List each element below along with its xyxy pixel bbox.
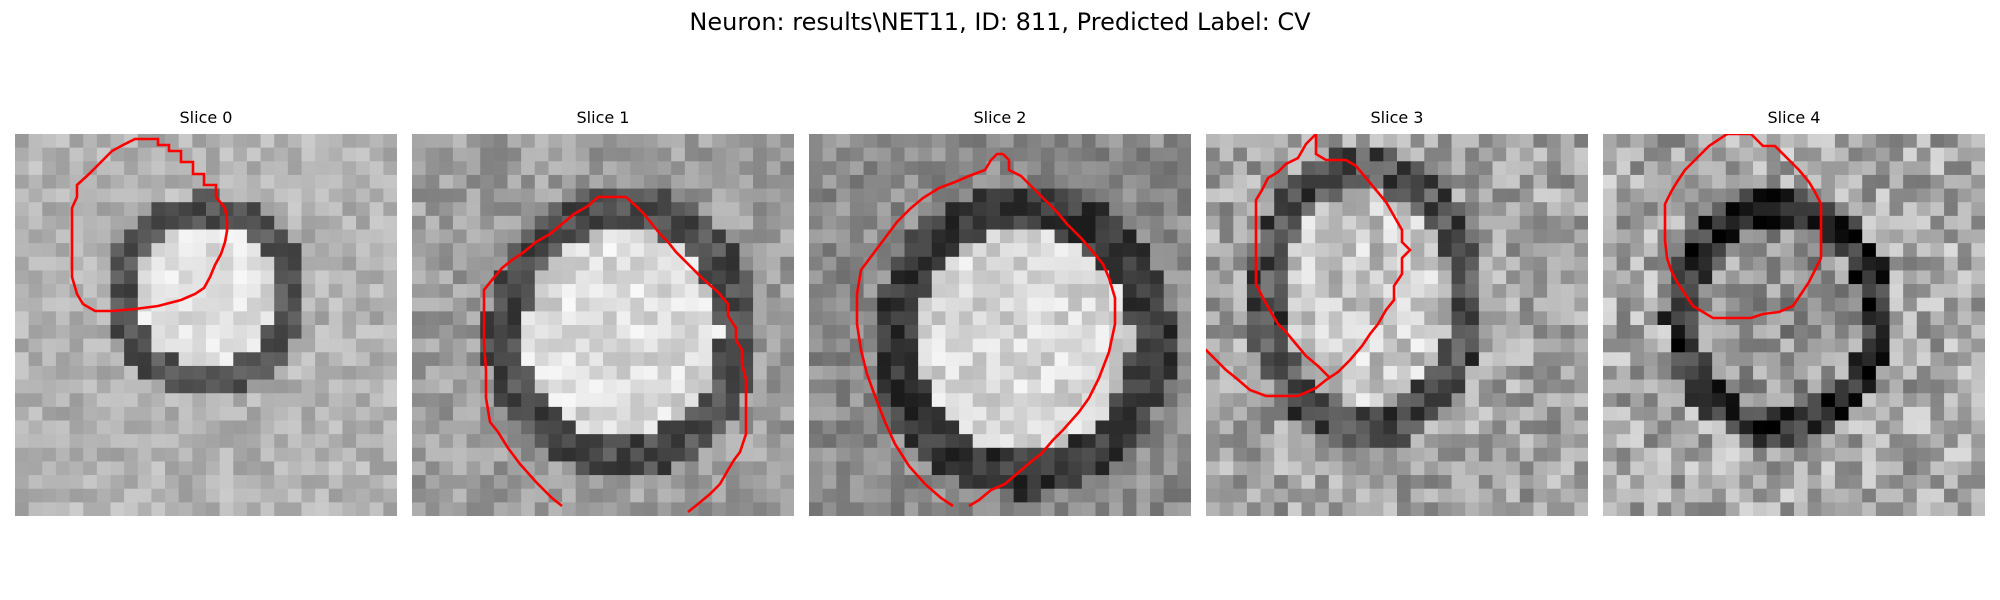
slice-panel-2: Slice 2 bbox=[809, 108, 1191, 516]
segmentation-contour bbox=[968, 153, 1117, 508]
slice-title: Slice 4 bbox=[1767, 108, 1821, 127]
slice-image bbox=[1206, 134, 1588, 516]
segmentation-contour bbox=[1206, 134, 1412, 398]
slice-panel-3: Slice 3 bbox=[1206, 108, 1588, 516]
slice-image bbox=[1603, 134, 1985, 516]
figure-title: Neuron: results\NET11, ID: 811, Predicte… bbox=[689, 8, 1311, 36]
slice-image bbox=[412, 134, 794, 516]
segmentation-contour bbox=[1663, 134, 1823, 320]
slice-image bbox=[15, 134, 397, 516]
segmentation-contour bbox=[855, 152, 1003, 508]
slice-panel-4: Slice 4 bbox=[1603, 108, 1985, 516]
slice-title: Slice 2 bbox=[973, 108, 1027, 127]
slice-image bbox=[809, 134, 1191, 516]
slice-title: Slice 3 bbox=[1370, 108, 1424, 127]
slice-panel-0: Slice 0 bbox=[15, 108, 397, 516]
segmentation-contour bbox=[610, 195, 748, 514]
segmentation-contour bbox=[70, 137, 229, 313]
slice-title: Slice 1 bbox=[576, 108, 630, 127]
slice-title: Slice 0 bbox=[179, 108, 233, 127]
segmentation-contour bbox=[482, 195, 610, 508]
segmentation-contour bbox=[1254, 134, 1331, 379]
slice-panel-1: Slice 1 bbox=[412, 108, 794, 516]
